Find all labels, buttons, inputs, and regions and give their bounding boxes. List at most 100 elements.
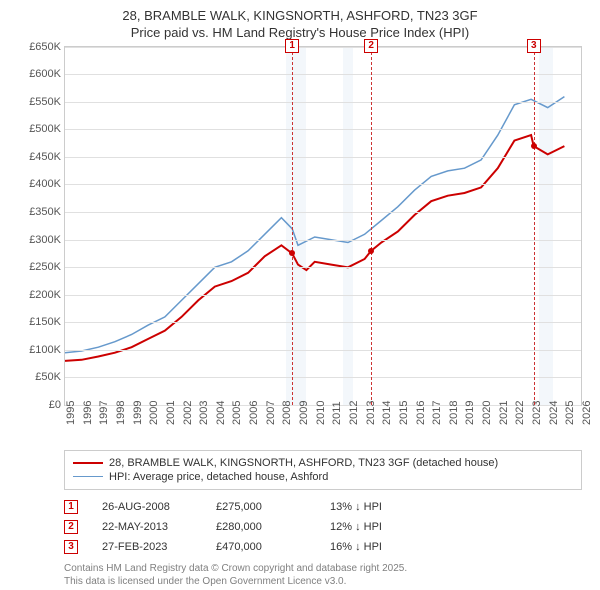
legend-item: HPI: Average price, detached house, Ashf… bbox=[73, 471, 573, 483]
event-vline bbox=[292, 47, 293, 405]
chart-area: £0 £50K £100K £150K £200K £250K £300K £350K £400… bbox=[22, 46, 582, 426]
y-axis-label: £250K bbox=[21, 261, 61, 273]
x-axis-label: 2011 bbox=[331, 401, 343, 425]
event-dot bbox=[289, 250, 295, 256]
plot-region: £0£50K£100K£150K£200K£250K£300K£350K£400… bbox=[64, 46, 582, 406]
sale-price: £280,000 bbox=[216, 521, 306, 533]
x-axis-label: 2010 bbox=[315, 400, 327, 424]
x-axis-label: 1996 bbox=[82, 400, 94, 424]
y-axis-label: £450K bbox=[21, 151, 61, 163]
x-axis-label: 2014 bbox=[381, 400, 393, 424]
x-axis-label: 2026 bbox=[581, 400, 593, 424]
gridline bbox=[65, 377, 581, 378]
gridline bbox=[65, 322, 581, 323]
x-axis-label: 2022 bbox=[514, 400, 526, 424]
event-vline bbox=[371, 47, 372, 405]
x-axis-label: 2016 bbox=[415, 400, 427, 424]
sale-marker: 2 bbox=[64, 520, 78, 534]
sale-price: £275,000 bbox=[216, 501, 306, 513]
y-axis-label: £50K bbox=[21, 371, 61, 383]
gridline bbox=[65, 350, 581, 351]
x-axis-label: 2012 bbox=[348, 400, 360, 424]
gridline bbox=[65, 47, 581, 48]
x-axis-label: 2009 bbox=[298, 400, 310, 424]
legend-label: HPI: Average price, detached house, Ashf… bbox=[109, 471, 328, 483]
x-axis-label: 2003 bbox=[198, 400, 210, 424]
sale-date: 27-FEB-2023 bbox=[102, 541, 192, 553]
sale-marker: 1 bbox=[64, 500, 78, 514]
x-axis-label: 1999 bbox=[132, 400, 144, 424]
sale-delta: 16% ↓ HPI bbox=[330, 541, 420, 553]
sales-table: 1 26-AUG-2008 £275,000 13% ↓ HPI 2 22-MAY-201… bbox=[64, 500, 582, 554]
gridline bbox=[65, 267, 581, 268]
footnote-line-1: Contains HM Land Registry data © Crown c… bbox=[64, 562, 582, 575]
line-series-svg bbox=[65, 47, 581, 405]
x-axis-label: 2020 bbox=[481, 400, 493, 424]
legend-label: 28, BRAMBLE WALK, KINGSNORTH, ASHFORD, T… bbox=[109, 457, 498, 469]
y-axis-label: £300K bbox=[21, 234, 61, 246]
event-marker: 3 bbox=[527, 39, 541, 53]
event-marker: 2 bbox=[364, 39, 378, 53]
sale-marker: 3 bbox=[64, 540, 78, 554]
y-axis-label: £600K bbox=[21, 68, 61, 80]
sale-date: 26-AUG-2008 bbox=[102, 501, 192, 513]
x-axis-label: 1995 bbox=[65, 400, 77, 424]
event-dot bbox=[531, 143, 537, 149]
footnote-line-2: This data is licensed under the Open Gov… bbox=[64, 575, 582, 588]
y-axis-label: £0 bbox=[21, 399, 61, 411]
x-axis-label: 2025 bbox=[564, 400, 576, 424]
gridline bbox=[65, 102, 581, 103]
title-line-1: 28, BRAMBLE WALK, KINGSNORTH, ASHFORD, T… bbox=[10, 8, 590, 25]
x-axis-label: 2019 bbox=[464, 400, 476, 424]
x-axis-label: 2018 bbox=[448, 400, 460, 424]
x-axis-label: 2006 bbox=[248, 400, 260, 424]
gridline bbox=[65, 240, 581, 241]
x-axis-label: 2005 bbox=[231, 400, 243, 424]
x-axis-label: 2017 bbox=[431, 400, 443, 424]
event-marker: 1 bbox=[285, 39, 299, 53]
y-axis-label: £200K bbox=[21, 289, 61, 301]
gridline bbox=[65, 212, 581, 213]
x-axis-label: 2001 bbox=[165, 400, 177, 424]
chart-title: 28, BRAMBLE WALK, KINGSNORTH, ASHFORD, T… bbox=[10, 8, 590, 42]
legend-item: 28, BRAMBLE WALK, KINGSNORTH, ASHFORD, T… bbox=[73, 457, 573, 469]
gridline bbox=[65, 295, 581, 296]
x-axis-label: 2021 bbox=[498, 400, 510, 424]
series-line bbox=[65, 96, 564, 352]
sale-delta: 13% ↓ HPI bbox=[330, 501, 420, 513]
sale-row: 3 27-FEB-2023 £470,000 16% ↓ HPI bbox=[64, 540, 582, 554]
sale-delta: 12% ↓ HPI bbox=[330, 521, 420, 533]
x-axis-label: 2000 bbox=[148, 400, 160, 424]
gridline bbox=[65, 184, 581, 185]
x-axis-label: 1997 bbox=[98, 400, 110, 424]
sale-price: £470,000 bbox=[216, 541, 306, 553]
footnote: Contains HM Land Registry data © Crown c… bbox=[64, 562, 582, 588]
x-axis-label: 2024 bbox=[548, 400, 560, 424]
chart-container: 28, BRAMBLE WALK, KINGSNORTH, ASHFORD, T… bbox=[0, 0, 600, 590]
gridline bbox=[65, 157, 581, 158]
sale-date: 22-MAY-2013 bbox=[102, 521, 192, 533]
x-axis-label: 2007 bbox=[265, 400, 277, 424]
series-line bbox=[65, 135, 564, 361]
y-axis-label: £150K bbox=[21, 316, 61, 328]
x-axis-label: 2002 bbox=[182, 400, 194, 424]
x-axis-label: 2004 bbox=[215, 400, 227, 424]
title-line-2: Price paid vs. HM Land Registry's House … bbox=[10, 25, 590, 42]
event-vline bbox=[534, 47, 535, 405]
gridline bbox=[65, 129, 581, 130]
y-axis-label: £400K bbox=[21, 178, 61, 190]
x-axis-label: 2015 bbox=[398, 400, 410, 424]
sale-row: 2 22-MAY-2013 £280,000 12% ↓ HPI bbox=[64, 520, 582, 534]
y-axis-label: £100K bbox=[21, 344, 61, 356]
legend-swatch bbox=[73, 476, 103, 477]
y-axis-label: £350K bbox=[21, 206, 61, 218]
sale-row: 1 26-AUG-2008 £275,000 13% ↓ HPI bbox=[64, 500, 582, 514]
y-axis-label: £500K bbox=[21, 123, 61, 135]
gridline bbox=[65, 74, 581, 75]
event-dot bbox=[368, 248, 374, 254]
x-axis-label: 1998 bbox=[115, 400, 127, 424]
legend-swatch bbox=[73, 462, 103, 464]
y-axis-label: £550K bbox=[21, 96, 61, 108]
y-axis-label: £650K bbox=[21, 41, 61, 53]
legend-box: 28, BRAMBLE WALK, KINGSNORTH, ASHFORD, T… bbox=[64, 450, 582, 490]
